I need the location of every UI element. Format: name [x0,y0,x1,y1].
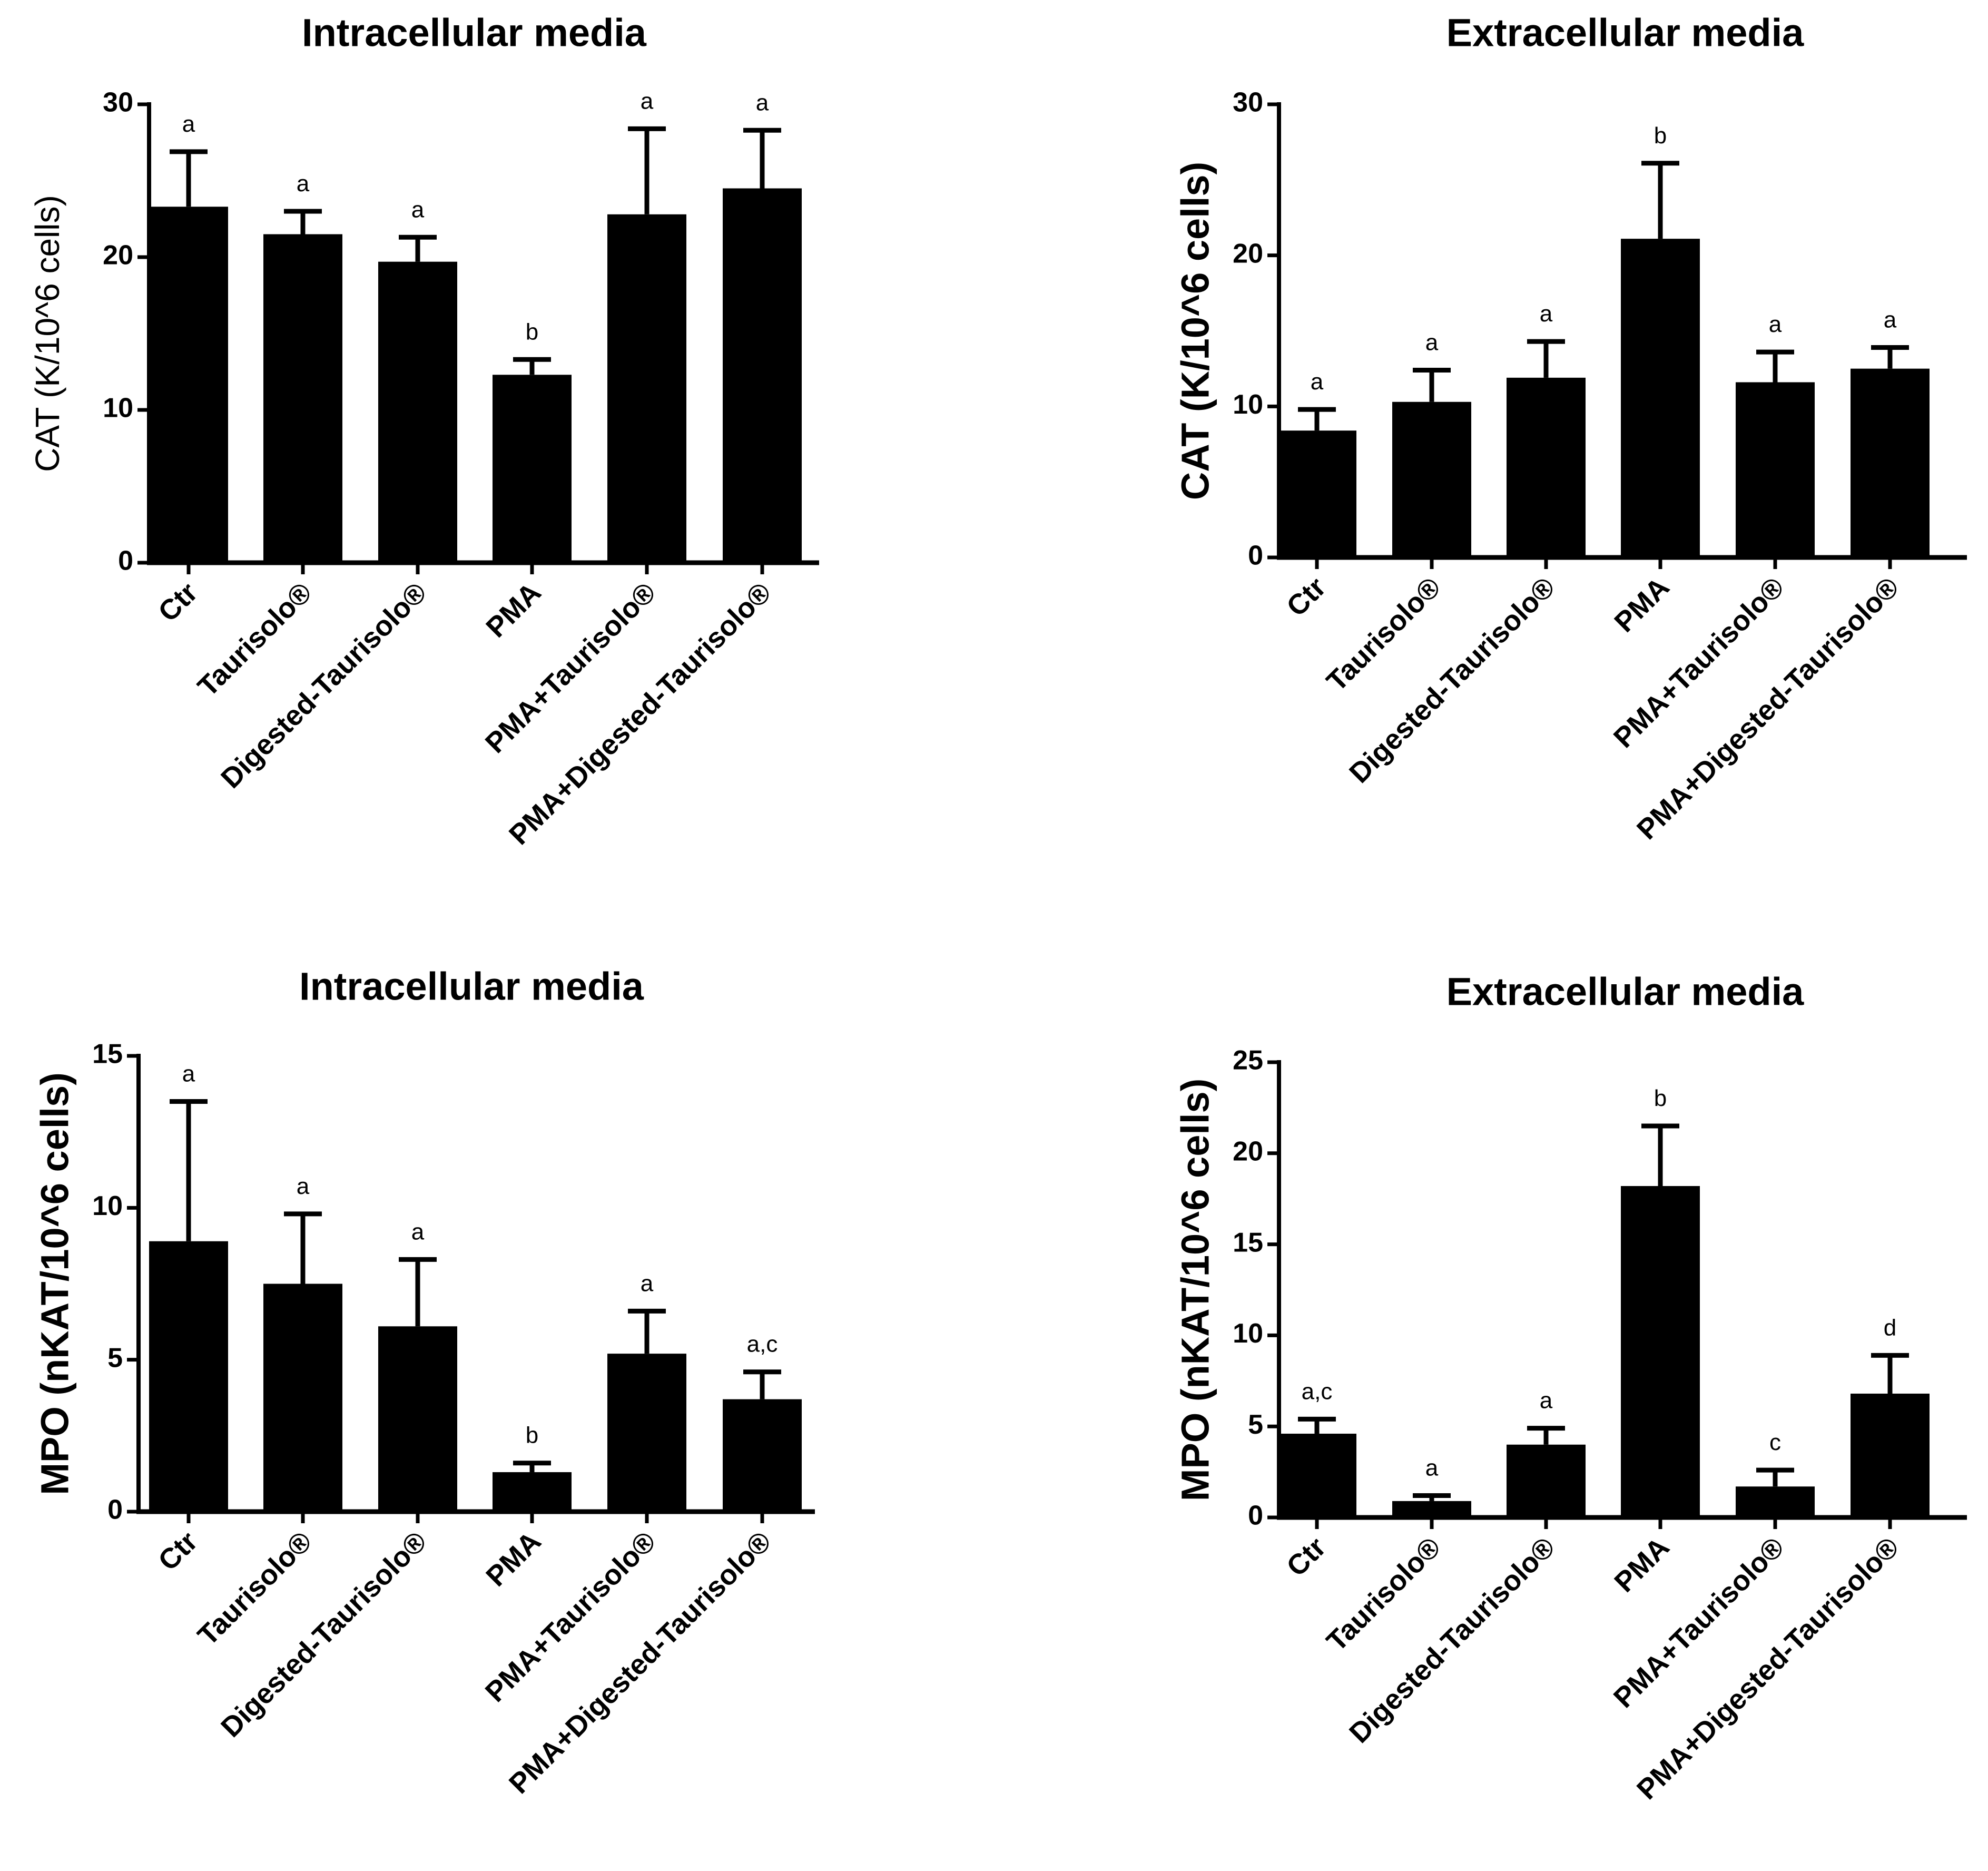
bar-5 [1736,1486,1815,1517]
y-tick-label: 10 [1233,1318,1263,1349]
chart-title: Intracellular media [302,11,647,55]
significance-label-1: a,c [1302,1378,1333,1404]
significance-label-1: a [182,1061,195,1087]
bar-2 [263,1284,342,1512]
significance-label-3: a [411,1219,425,1245]
y-axis-label: MPO (nKAT/10^6 cells) [1174,1079,1217,1502]
significance-label-2: a [1425,1455,1439,1481]
x-tick-label: Taurisolo® [1321,1531,1447,1658]
significance-label-6: a,c [747,1331,778,1357]
y-tick-label: 0 [107,1495,123,1525]
y-axis-label: CAT (K/10^6 cells) [1174,162,1217,500]
significance-label-2: a [1425,330,1439,356]
x-tick-label: Digested-Taurisolo® [215,1525,433,1743]
y-tick-label: 10 [103,393,133,424]
significance-label-6: d [1884,1315,1896,1340]
bar-4 [493,1472,572,1512]
y-tick-label: 30 [1233,87,1263,118]
x-tick-label: PMA [480,576,547,643]
bar-6 [723,188,802,563]
x-tick-label: Ctr [1281,571,1332,623]
significance-label-5: a [641,88,654,114]
x-tick-label: Taurisolo® [1321,571,1447,698]
y-tick-label: 15 [92,1039,123,1070]
chart-title: Extracellular media [1446,11,1805,55]
significance-label-2: a [297,171,310,197]
bar-2 [263,234,342,563]
bar-4 [1621,1186,1700,1517]
bar-5 [607,214,686,563]
bar-3 [1507,1444,1586,1517]
significance-label-1: a [1311,369,1324,395]
x-tick-label: PMA [1608,1531,1675,1598]
y-tick-label: 0 [1248,1501,1263,1531]
x-tick-label: Ctr [1281,1531,1332,1583]
bar-3 [378,1326,457,1512]
significance-label-6: a [1884,307,1897,333]
y-tick-label: 25 [1233,1045,1263,1076]
x-tick-label: Taurisolo® [192,1525,318,1652]
x-tick-label: Digested-Taurisolo® [215,576,433,795]
y-tick-label: 20 [1233,238,1263,269]
y-tick-label: 0 [118,546,133,576]
significance-label-4: b [526,1423,538,1448]
bar-6 [1851,1393,1930,1517]
significance-label-6: a [756,90,769,115]
significance-label-3: a [411,197,425,222]
significance-label-4: b [1654,123,1667,149]
x-tick-label: Ctr [152,1525,204,1577]
y-tick-label: 15 [1233,1227,1263,1258]
y-axis-label: CAT (K/10^6 cells) [28,195,66,472]
bar-6 [1851,368,1930,557]
chart-panel-2: Extracellular media CAT (K/10^6 cells) a a a… [1174,11,1967,846]
chart-panel-1: Intracellular media CAT (K/10^6 cells) a a a… [28,11,819,851]
bar-5 [1736,382,1815,557]
bar-2 [1392,1501,1471,1517]
significance-label-3: a [1540,1388,1553,1414]
bar-3 [378,261,457,563]
significance-label-5: a [641,1270,654,1296]
x-tick-label: Digested-Taurisolo® [1343,1531,1561,1749]
y-tick-label: 20 [1233,1137,1263,1167]
y-tick-label: 10 [1233,389,1263,420]
bar-5 [607,1354,686,1512]
bar-4 [1621,239,1700,558]
y-axis-label: MPO (nKAT/10^6 cells) [33,1072,77,1495]
significance-label-4: b [1654,1085,1667,1111]
significance-label-1: a [182,111,195,137]
y-tick-label: 20 [103,240,133,271]
y-tick-label: 30 [103,87,133,118]
significance-label-2: a [297,1173,310,1199]
chart-panel-4: Extracellular media MPO (nKAT/10^6 cells)… [1174,970,1967,1806]
chart-title: Intracellular media [299,965,644,1008]
x-tick-label: PMA [480,1525,547,1592]
significance-label-5: c [1769,1429,1781,1455]
bar-4 [493,375,572,563]
chart-panel-3: Intracellular media MPO (nKAT/10^6 cells)… [33,965,815,1800]
significance-label-5: a [1769,311,1782,337]
y-tick-label: 5 [1248,1409,1263,1440]
bar-1 [1277,1434,1356,1517]
bar-6 [723,1399,802,1512]
bar-1 [149,1241,228,1512]
y-tick-label: 0 [1248,541,1263,571]
x-tick-label: Digested-Taurisolo® [1343,571,1561,789]
y-tick-label: 10 [92,1191,123,1221]
x-tick-label: PMA [1608,571,1675,638]
bar-2 [1392,401,1471,557]
significance-label-4: b [526,319,538,345]
bar-3 [1507,377,1586,557]
chart-title: Extracellular media [1446,970,1805,1014]
bar-1 [1277,430,1356,557]
significance-label-3: a [1540,301,1553,327]
x-tick-label: Taurisolo® [192,576,318,703]
x-tick-label: Ctr [152,576,204,628]
y-tick-label: 5 [107,1343,123,1373]
bar-1 [149,207,228,563]
